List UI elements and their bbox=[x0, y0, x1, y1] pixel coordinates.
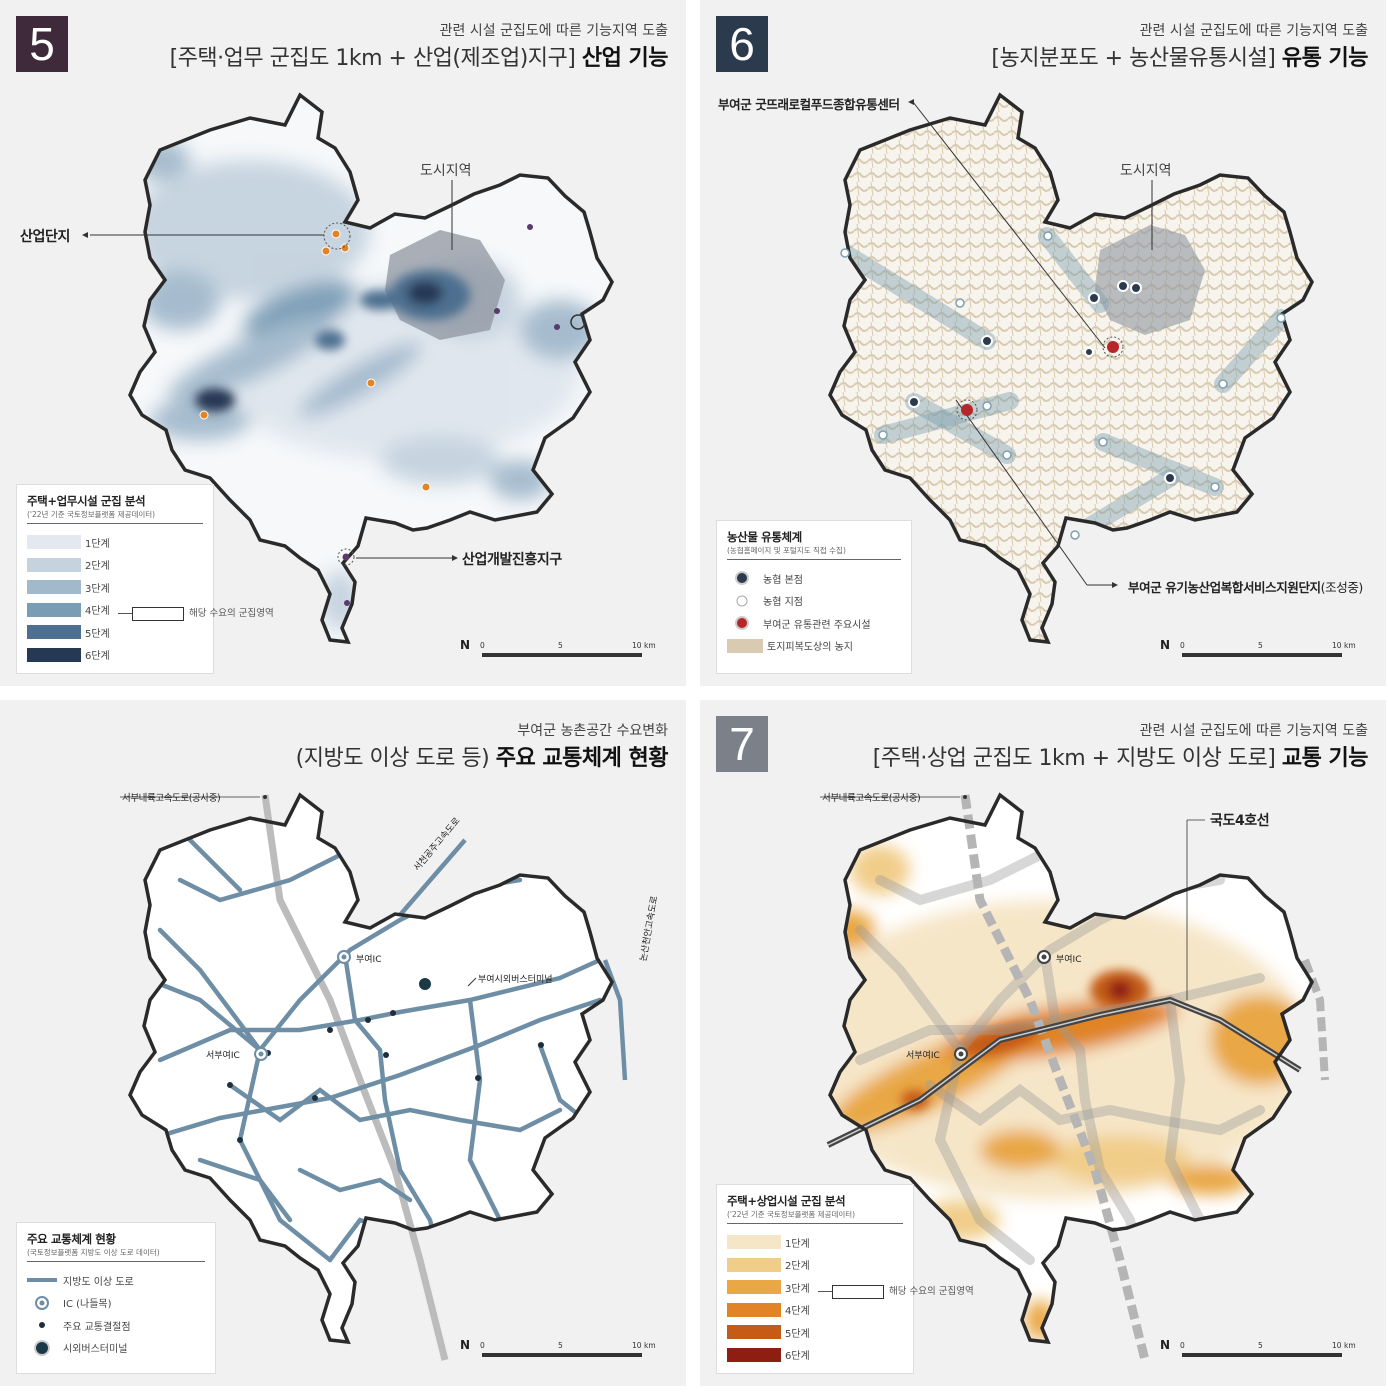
expressway-construction bbox=[261, 794, 449, 1361]
legend-level-6: 6단계 bbox=[27, 644, 203, 667]
title-bold: 주요 교통체계 현황 bbox=[495, 746, 669, 771]
north-arrow: N bbox=[460, 638, 471, 652]
panel-number-badge: 5 bbox=[16, 16, 68, 72]
scale-bar: N 0 5 10 km bbox=[460, 1338, 680, 1368]
legend-level-3: 3단계 bbox=[27, 576, 203, 599]
panel-number-badge: 7 bbox=[716, 716, 768, 772]
legend-farmland: 토지피복도상의 농지 bbox=[727, 635, 901, 658]
scale-bar: N 0 5 10 km bbox=[1160, 1338, 1380, 1368]
legend-bus-terminal: 시외버스터미널 bbox=[27, 1337, 205, 1360]
panel-number-badge: 6 bbox=[716, 16, 768, 72]
legend-transport-function: 주택+상업시설 군집 분석 ('22년 기준 국토정보플랫폼 제공데이터) 1단… bbox=[716, 1184, 914, 1374]
title-normal: [주택·상업 군집도 1km + 지방도 이상 도로] bbox=[872, 746, 1276, 771]
ic-points bbox=[954, 950, 1051, 1061]
legend-level-1: 1단계 bbox=[727, 1231, 903, 1254]
panel-title: [주택·업무 군집도 1km + 산업(제조업)지구] 산업 기능 bbox=[169, 40, 669, 72]
national-road-4-label: 국도4호선 bbox=[1210, 813, 1270, 829]
scale-bar: N 0 5 10 km bbox=[1160, 638, 1380, 668]
panel-title: [농지분포도 + 농산물유통시설] 유통 기능 bbox=[991, 40, 1368, 72]
legend-cluster-hint: 해당 수요의 군집영역 bbox=[118, 605, 274, 621]
urban-area bbox=[1095, 225, 1205, 335]
expressway-construction-label: 서부내륙고속도로(공사중) bbox=[122, 793, 221, 804]
map-transport bbox=[120, 792, 628, 1361]
legend-source: ('22년 기준 국토정보플랫폼 제공데이터) bbox=[727, 1209, 903, 1224]
legend-ic: IC (나들목) bbox=[27, 1292, 205, 1315]
junction-points bbox=[227, 1010, 544, 1143]
legend-level-3: 3단계 bbox=[727, 1276, 903, 1299]
expressway-construction-label: 서부내륙고속도로(공사중) bbox=[822, 793, 921, 804]
scale-bar: N 0 5 10 km bbox=[460, 638, 680, 668]
legend-industrial: 주택+업무시설 군집 분석 ('22년 기준 국토정보플랫폼 제공데이터) 1단… bbox=[16, 484, 214, 674]
legend-level-2: 2단계 bbox=[27, 554, 203, 577]
panel-transport-function: 7 관련 시설 군집도에 따른 기능지역 도출 [주택·상업 군집도 1km +… bbox=[700, 700, 1386, 1386]
map-industrial bbox=[82, 92, 615, 645]
title-bold: 산업 기능 bbox=[581, 46, 669, 71]
legend-transport: 주요 교통체계 현황 (국토정보플랫폼 지방도 이상 도로 데이터) 지방도 이… bbox=[16, 1222, 216, 1374]
panel-transport-status: 부여군 농촌공간 수요변화 (지방도 이상 도로 등) 주요 교통체계 현황 서… bbox=[0, 700, 686, 1386]
panel-subtitle: 관련 시설 군집도에 따른 기능지역 도출 bbox=[1139, 723, 1368, 739]
ic-points bbox=[254, 950, 351, 1061]
panel-subtitle: 관련 시설 군집도에 따른 기능지역 도출 bbox=[439, 23, 668, 39]
legend-title: 농산물 유통체계 bbox=[727, 530, 802, 544]
buyeo-ic-label: 부여IC bbox=[1056, 955, 1082, 965]
map-distribution bbox=[828, 92, 1315, 645]
legend-junction: 주요 교통결절점 bbox=[27, 1314, 205, 1337]
legend-title: 주택+업무시설 군집 분석 bbox=[27, 494, 146, 508]
legend-cluster-hint: 해당 수요의 군집영역 bbox=[818, 1283, 974, 1299]
buyeo-ic-label: 부여IC bbox=[356, 955, 382, 965]
legend-branch: 농협 지점 bbox=[727, 590, 901, 613]
local-food-center-label: 부여군 굿뜨래로컬푸드종합유통센터 bbox=[718, 97, 900, 112]
legend-source: (국토정보플랫폼 지방도 이상 도로 데이터) bbox=[27, 1247, 205, 1262]
organic-complex-label: 부여군 유기농산업복합서비스지원단지(조성중) bbox=[1128, 580, 1363, 595]
legend-level-5: 5단계 bbox=[727, 1321, 903, 1344]
industrial-points bbox=[199, 222, 586, 606]
north-arrow: N bbox=[1160, 1338, 1171, 1352]
legend-distribution: 농산물 유통체계 (농협홈페이지 및 포털지도 직접 수집) 농협 본점 농협 … bbox=[716, 520, 912, 674]
legend-level-2: 2단계 bbox=[727, 1254, 903, 1277]
map-transport-function bbox=[820, 792, 1329, 1362]
legend-local-road: 지방도 이상 도로 bbox=[27, 1276, 134, 1288]
legend-source: ('22년 기준 국토정보플랫폼 제공데이터) bbox=[27, 509, 203, 524]
panel-subtitle: 부여군 농촌공간 수요변화 bbox=[517, 723, 668, 739]
title-bold: 유통 기능 bbox=[1281, 46, 1369, 71]
title-normal: [주택·업무 군집도 1km + 산업(제조업)지구] bbox=[169, 46, 576, 71]
panel-subtitle: 관련 시설 군집도에 따른 기능지역 도출 bbox=[1139, 23, 1368, 39]
panel-industrial-function: 5 관련 시설 군집도에 따른 기능지역 도출 [주택·업무 군집도 1km +… bbox=[0, 0, 686, 686]
legend-level-1: 1단계 bbox=[27, 531, 203, 554]
urban-area-label: 도시지역 bbox=[420, 163, 472, 179]
legend-level-6: 6단계 bbox=[727, 1344, 903, 1367]
bus-terminal-label: 부여시외버스터미널 bbox=[478, 975, 553, 985]
legend-title: 주요 교통체계 현황 bbox=[27, 1232, 116, 1246]
bus-terminal-marker bbox=[417, 976, 433, 992]
legend-level-4: 4단계 bbox=[27, 599, 203, 622]
title-normal: [농지분포도 + 농산물유통시설] bbox=[991, 46, 1276, 71]
key-facility-points bbox=[956, 336, 1124, 421]
hq-points bbox=[908, 280, 1176, 484]
urban-area-label: 도시지역 bbox=[1120, 163, 1172, 179]
industrial-complex-label: 산업단지 bbox=[20, 229, 70, 245]
panel-distribution-function: 6 관련 시설 군집도에 따른 기능지역 도출 [농지분포도 + 농산물유통시설… bbox=[700, 0, 1386, 686]
panel-title: [주택·상업 군집도 1km + 지방도 이상 도로] 교통 기능 bbox=[872, 740, 1369, 772]
legend-level-5: 5단계 bbox=[27, 621, 203, 644]
industrial-zone-label: 산업개발진흥지구 bbox=[462, 552, 562, 568]
title-normal: (지방도 이상 도로 등) bbox=[295, 746, 490, 771]
legend-key-facility: 부여군 유통관련 주요시설 bbox=[727, 612, 901, 635]
branch-points bbox=[840, 231, 1286, 540]
seobuyeo-ic-label: 서부여IC bbox=[906, 1051, 940, 1061]
title-bold: 교통 기능 bbox=[1281, 746, 1369, 771]
legend-level-4: 4단계 bbox=[727, 1299, 903, 1322]
north-arrow: N bbox=[1160, 638, 1171, 652]
legend-source: (농협홈페이지 및 포털지도 직접 수집) bbox=[727, 545, 901, 560]
seobuyeo-ic-label: 서부여IC bbox=[206, 1051, 240, 1061]
panel-title: (지방도 이상 도로 등) 주요 교통체계 현황 bbox=[295, 740, 669, 772]
legend-hq: 농협 본점 bbox=[727, 567, 901, 590]
legend-title: 주택+상업시설 군집 분석 bbox=[727, 1194, 846, 1208]
county-boundary bbox=[830, 95, 1312, 642]
north-arrow: N bbox=[460, 1338, 471, 1352]
